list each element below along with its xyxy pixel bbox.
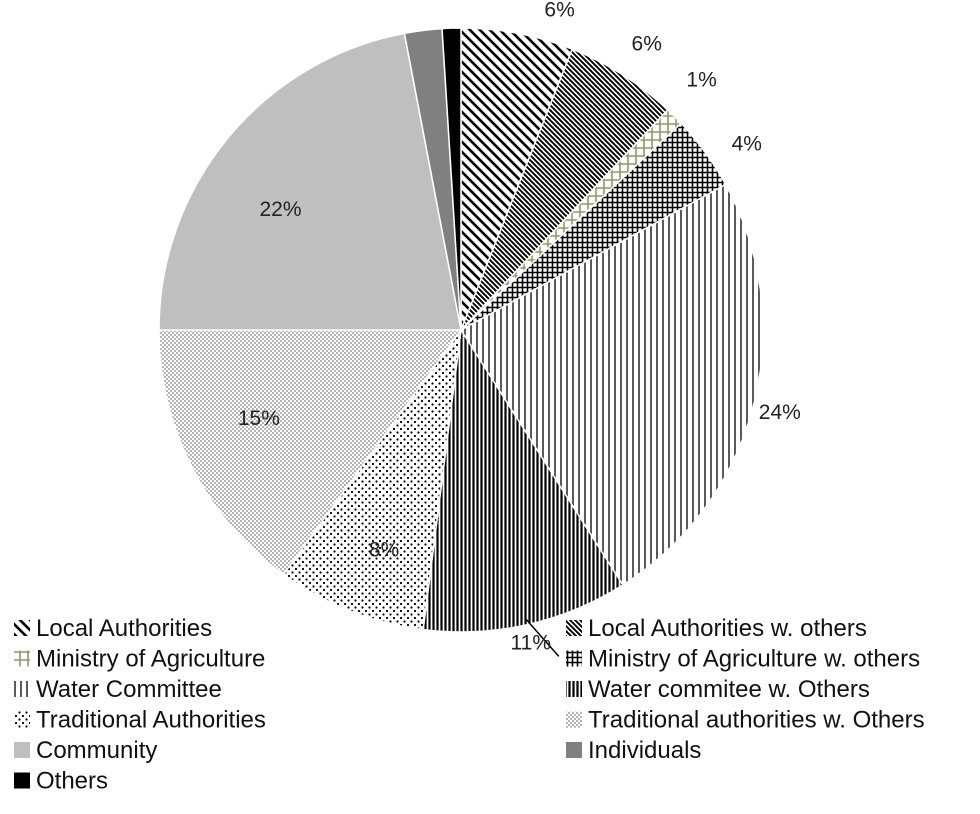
slice-others: [441, 27, 462, 331]
legend-label: Others: [36, 768, 108, 795]
slice-label-traditional-authorities: 8%: [369, 539, 399, 562]
slice-label-others: 1%: [456, 0, 486, 1]
legend-label: Ministry of Agriculture w. others: [588, 646, 920, 673]
slice-label-ministry-of-agriculture: 1%: [686, 69, 716, 92]
slice-label-water-commitee-w-others: 11%: [511, 631, 551, 654]
slice-label-traditional-authorities-w-others: 15%: [238, 407, 280, 430]
slice-label-local-authorities: 6%: [544, 0, 574, 22]
legend-item-individuals: Individuals: [566, 737, 701, 764]
legend-label: Traditional authorities w. Others: [588, 707, 925, 734]
legend-swatch: [14, 620, 30, 636]
legend-swatch: [14, 711, 30, 728]
legend-swatch: [14, 772, 30, 789]
legend-item-local-authorities: Local Authorities: [14, 615, 212, 642]
legend-label: Traditional Authorities: [36, 707, 266, 734]
legend-item-traditional-authorities-w-others: Traditional authorities w. Others: [566, 707, 925, 734]
legend-label: Ministry of Agriculture: [36, 646, 265, 673]
legend-item-ministry-of-agriculture: Ministry of Agriculture: [14, 646, 265, 673]
legend-item-community: Community: [14, 737, 157, 764]
legend-swatch: [566, 620, 582, 636]
legend-item-water-commitee-w-others: Water commitee w. Others: [566, 676, 870, 703]
slice-water-commitee-w-others: [422, 327, 624, 633]
slice-traditional-authorities-w-others: [158, 329, 463, 576]
legend-swatch: [14, 650, 30, 667]
legend-label: Community: [36, 737, 157, 764]
slice-labels: 6% 6% 1% 4% 24% 11% 8% 15% 22% 2% 1%: [238, 0, 801, 654]
legend-label: Local Authorities w. others: [588, 615, 867, 642]
legend-label: Water commitee w. Others: [588, 676, 870, 703]
legend-label: Individuals: [588, 737, 701, 764]
slice-label-ministry-of-agriculture-w-others: 4%: [732, 133, 762, 156]
legend-item-water-committee: Water Committee: [14, 676, 222, 703]
legend-label: Local Authorities: [36, 615, 212, 642]
slice-label-local-authorities-w-others: 6%: [632, 33, 662, 56]
legend-swatch: [14, 681, 30, 697]
pie-slices: [158, 27, 764, 633]
legend-swatch: [566, 681, 582, 697]
legend-item-traditional-authorities: Traditional Authorities: [14, 707, 266, 734]
leader-line: [525, 618, 560, 657]
slice-community: [158, 32, 462, 331]
legend-item-local-authorities-w-others: Local Authorities w. others: [566, 615, 867, 642]
legend-swatch: [14, 742, 30, 758]
legend-item-ministry-of-agriculture-w-others: Ministry of Agriculture w. others: [566, 646, 920, 673]
slice-label-community: 22%: [259, 198, 301, 221]
slice-label-individuals: 2%: [420, 0, 450, 5]
legend: Local Authorities Local Authorities w. ot…: [14, 615, 925, 795]
label-leaders: [525, 618, 560, 657]
legend-swatch: [566, 650, 582, 667]
slice-traditional-authorities: [282, 329, 462, 631]
legend-swatch: [566, 742, 582, 758]
legend-swatch: [566, 711, 582, 728]
legend-item-others: Others: [14, 768, 108, 795]
slice-water-committee: [459, 183, 764, 587]
legend-label: Water Committee: [36, 676, 222, 703]
slice-label-water-committee: 24%: [759, 401, 801, 424]
